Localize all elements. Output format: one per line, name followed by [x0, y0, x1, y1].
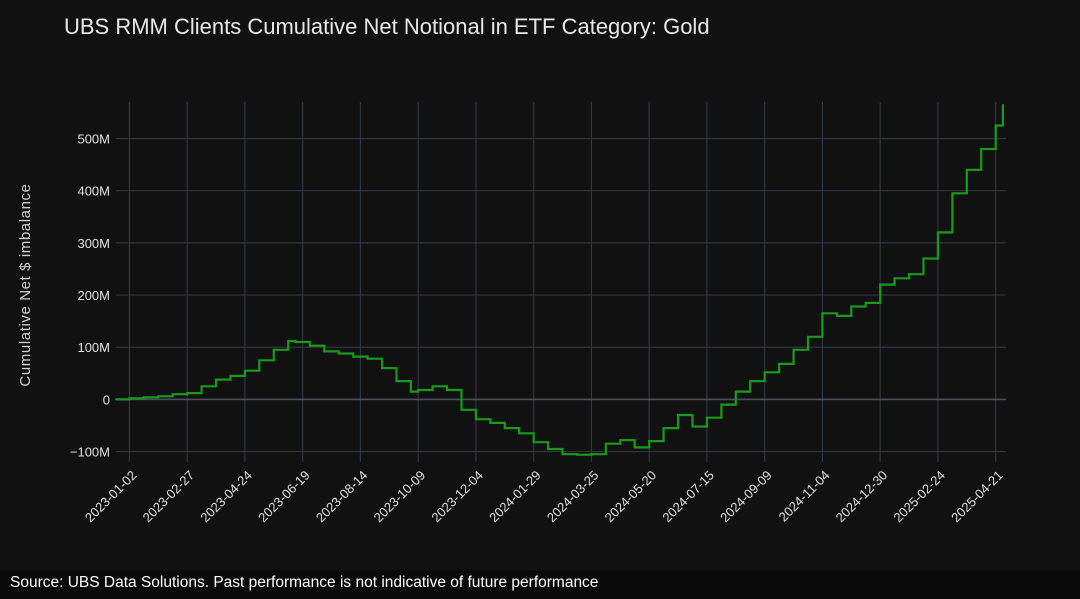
data-point — [720, 403, 723, 406]
data-point — [532, 441, 535, 444]
data-point — [850, 305, 853, 308]
x-tick-label: 2025-04-21 — [948, 468, 1006, 526]
data-point — [807, 335, 809, 338]
y-axis-ticks: −100M 0 100M 200M 300M 400M 500M — [70, 132, 110, 460]
y-tick-label: 500M — [77, 132, 110, 147]
data-point — [431, 385, 434, 388]
chart-title: UBS RMM Clients Cumulative Net Notional … — [64, 14, 710, 39]
x-tick-label: 2023-12-04 — [428, 468, 486, 526]
data-point — [323, 350, 326, 353]
x-tick-label: 2024-07-15 — [659, 468, 717, 526]
y-tick-label: 100M — [77, 340, 110, 355]
x-tick-label: 2024-03-25 — [544, 468, 602, 526]
data-point — [980, 148, 983, 150]
data-point — [503, 427, 506, 429]
data-point — [576, 453, 578, 456]
x-tick-label: 2024-05-20 — [602, 468, 660, 526]
data-point — [381, 367, 383, 369]
data-point — [951, 192, 954, 195]
data-point — [547, 448, 549, 450]
x-tick-label: 2023-02-27 — [140, 468, 198, 526]
data-point — [633, 446, 636, 449]
x-tick-label: 2024-01-29 — [486, 468, 544, 526]
y-tick-label: 400M — [77, 184, 110, 199]
data-point — [677, 414, 679, 416]
data-point — [410, 390, 412, 393]
y-tick-label: 200M — [77, 288, 110, 303]
x-axis-ticks: 2023-01-02 2023-02-27 2023-04-24 2023-06-19… — [82, 468, 1006, 526]
data-point — [590, 453, 593, 456]
data-point — [864, 302, 867, 304]
data-point — [215, 378, 217, 381]
data-point — [965, 168, 968, 171]
data-point — [309, 344, 311, 347]
x-tick-label: 2024-12-30 — [833, 468, 891, 526]
data-point — [619, 439, 622, 441]
x-tick-label: 2024-09-09 — [717, 468, 775, 526]
data-point — [922, 257, 925, 260]
data-point — [763, 371, 766, 374]
grid — [116, 102, 1006, 462]
data-point — [489, 422, 492, 424]
x-tick-label: 2024-11-04 — [776, 468, 833, 525]
data-point — [475, 418, 477, 421]
data-point — [994, 124, 997, 127]
x-tick-label: 2023-08-14 — [313, 468, 371, 526]
data-point — [908, 273, 910, 276]
x-tick-label: 2025-02-24 — [890, 468, 948, 526]
data-point — [648, 440, 651, 442]
line-chart: UBS RMM Clients Cumulative Net Notional … — [17, 14, 1006, 526]
source-footer: Source: UBS Data Solutions. Past perform… — [0, 570, 1080, 599]
data-point — [937, 231, 939, 234]
data-point — [778, 363, 780, 365]
data-point — [821, 312, 824, 315]
data-point — [734, 390, 737, 393]
y-tick-label: 0 — [103, 392, 110, 407]
series-group — [115, 103, 1004, 456]
x-tick-label: 2023-06-19 — [255, 468, 313, 526]
data-point — [460, 408, 463, 411]
series-line — [116, 104, 1004, 456]
data-point — [229, 375, 232, 377]
data-point — [142, 396, 145, 399]
y-axis-title: Cumulative Net $ imbalance — [17, 183, 34, 386]
data-point — [662, 427, 665, 429]
y-tick-label: 300M — [77, 236, 110, 251]
data-point — [836, 315, 838, 317]
data-point — [879, 283, 882, 286]
data-point — [128, 397, 131, 400]
data-point — [171, 393, 174, 396]
data-point — [157, 395, 160, 398]
data-point — [395, 380, 398, 382]
data-point — [258, 359, 261, 362]
data-point — [352, 355, 355, 358]
y-tick-label: −100M — [70, 445, 110, 460]
x-tick-label: 2023-04-24 — [197, 468, 255, 526]
data-point — [893, 277, 896, 280]
data-point — [115, 398, 117, 401]
x-tick-label: 2023-01-02 — [82, 468, 140, 526]
data-point — [287, 340, 290, 342]
x-tick-label: 2023-10-09 — [371, 468, 429, 526]
data-point — [366, 357, 369, 360]
data-point — [792, 348, 795, 351]
data-point — [749, 380, 752, 382]
data-point — [691, 425, 694, 428]
data-point — [244, 369, 246, 372]
data-point — [605, 442, 607, 445]
data-point — [518, 432, 521, 435]
data-point — [706, 416, 708, 419]
data-point — [446, 389, 448, 391]
data-point — [561, 453, 564, 456]
data-point — [337, 352, 340, 355]
data-point — [1002, 103, 1004, 106]
chart-container: UBS RMM Clients Cumulative Net Notional … — [17, 14, 1006, 526]
data-point — [294, 341, 297, 343]
data-point — [417, 389, 420, 391]
data-point — [186, 392, 189, 394]
source-text: Source: UBS Data Solutions. Past perform… — [10, 574, 599, 591]
data-point — [272, 348, 275, 351]
data-point — [200, 385, 203, 388]
